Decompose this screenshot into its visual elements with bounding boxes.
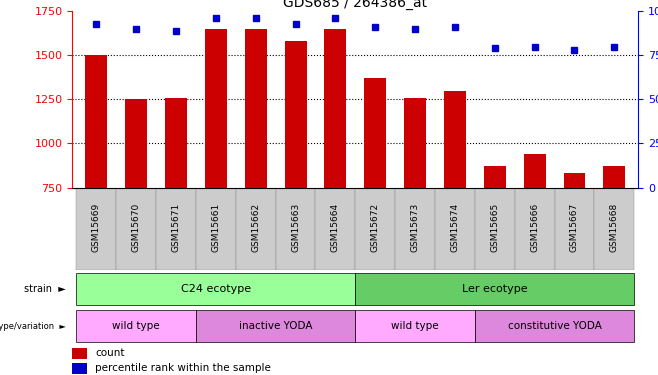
Text: GSM15670: GSM15670 — [132, 202, 141, 252]
Text: constitutive YODA: constitutive YODA — [507, 321, 601, 331]
Text: inactive YODA: inactive YODA — [239, 321, 313, 331]
Bar — [355, 188, 395, 270]
Text: wild type: wild type — [392, 321, 439, 331]
Bar — [555, 188, 594, 270]
Bar — [76, 310, 196, 342]
Text: GSM15667: GSM15667 — [570, 202, 579, 252]
Bar — [404, 98, 426, 188]
Text: GSM15674: GSM15674 — [451, 202, 459, 252]
Bar — [515, 188, 555, 270]
Text: percentile rank within the sample: percentile rank within the sample — [95, 363, 271, 374]
Text: wild type: wild type — [113, 321, 160, 331]
Text: GSM15673: GSM15673 — [411, 202, 420, 252]
Bar — [435, 188, 475, 270]
Bar — [116, 188, 156, 270]
Bar — [76, 273, 355, 305]
Text: GSM15664: GSM15664 — [331, 202, 340, 252]
Bar — [355, 273, 634, 305]
Bar — [165, 98, 187, 188]
Text: GSM15666: GSM15666 — [530, 202, 539, 252]
Bar — [315, 188, 355, 270]
Bar — [603, 166, 625, 188]
Bar — [125, 99, 147, 188]
Bar — [365, 78, 386, 188]
Bar — [86, 56, 107, 188]
Bar — [524, 154, 545, 188]
Text: GSM15663: GSM15663 — [291, 202, 300, 252]
Text: GSM15668: GSM15668 — [610, 202, 619, 252]
Text: GSM15669: GSM15669 — [91, 202, 101, 252]
Text: GSM15662: GSM15662 — [251, 202, 260, 252]
Text: Ler ecotype: Ler ecotype — [462, 284, 528, 294]
Title: GDS685 / 264386_at: GDS685 / 264386_at — [283, 0, 428, 10]
Text: C24 ecotype: C24 ecotype — [181, 284, 251, 294]
Bar — [276, 188, 315, 270]
Bar — [355, 310, 475, 342]
Bar — [484, 166, 506, 188]
Bar — [475, 188, 515, 270]
Text: GSM15661: GSM15661 — [211, 202, 220, 252]
Bar — [594, 188, 634, 270]
Bar — [245, 29, 266, 188]
Bar — [444, 91, 466, 188]
Bar — [236, 188, 276, 270]
Text: count: count — [95, 348, 124, 358]
Bar — [563, 173, 586, 188]
Bar — [196, 310, 355, 342]
Bar — [205, 29, 227, 188]
Bar — [285, 41, 307, 188]
Text: GSM15672: GSM15672 — [370, 202, 380, 252]
Bar — [196, 188, 236, 270]
Bar — [156, 188, 196, 270]
Text: GSM15665: GSM15665 — [490, 202, 499, 252]
Text: strain  ►: strain ► — [24, 284, 66, 294]
Text: GSM15671: GSM15671 — [172, 202, 180, 252]
Bar — [395, 188, 435, 270]
Bar — [324, 29, 346, 188]
Bar — [72, 363, 87, 374]
Text: genotype/variation  ►: genotype/variation ► — [0, 322, 66, 331]
Bar — [475, 310, 634, 342]
Bar — [76, 188, 116, 270]
Bar — [72, 348, 87, 358]
